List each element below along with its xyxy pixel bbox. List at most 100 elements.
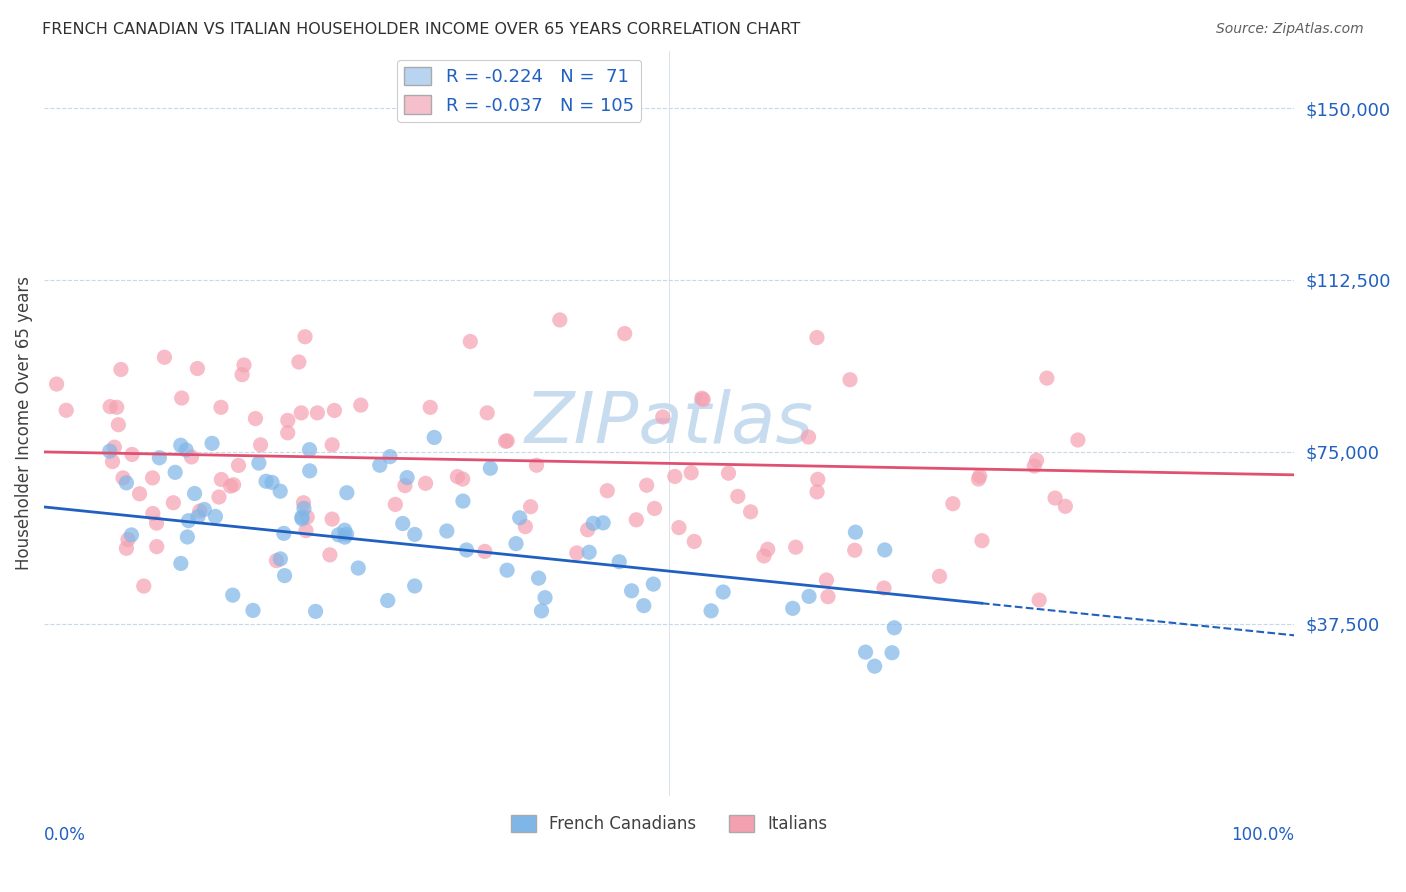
Italians <box>323 403 346 417</box>
Italians <box>209 401 232 415</box>
Text: ZIPatlas: ZIPatlas <box>524 389 814 458</box>
Italians <box>785 540 807 554</box>
French Canadians <box>183 486 205 500</box>
Italians <box>297 510 319 524</box>
French Canadians <box>797 590 820 604</box>
Italians <box>496 434 519 448</box>
Italians <box>222 477 245 491</box>
Italians <box>873 581 896 595</box>
Italians <box>249 438 271 452</box>
Italians <box>219 479 242 493</box>
Italians <box>515 519 537 533</box>
French Canadians <box>863 659 886 673</box>
Italians <box>277 413 299 427</box>
Italians <box>350 398 373 412</box>
Italians <box>967 472 990 486</box>
Italians <box>121 447 143 461</box>
Italians <box>752 549 775 563</box>
French Canadians <box>260 475 283 490</box>
French Canadians <box>711 585 734 599</box>
Italians <box>446 469 468 483</box>
French Canadians <box>607 555 630 569</box>
French Canadians <box>404 579 426 593</box>
Italians <box>292 496 315 510</box>
Text: 100.0%: 100.0% <box>1232 826 1295 844</box>
Italians <box>101 454 124 468</box>
French Canadians <box>509 510 531 524</box>
Italians <box>565 546 588 560</box>
Italians <box>111 471 134 485</box>
French Canadians <box>880 646 903 660</box>
Italians <box>651 409 673 424</box>
Italians <box>692 392 714 407</box>
French Canadians <box>436 524 458 538</box>
Italians <box>548 313 571 327</box>
Italians <box>170 391 193 405</box>
Italians <box>664 469 686 483</box>
French Canadians <box>254 475 277 489</box>
French Canadians <box>298 464 321 478</box>
Italians <box>817 590 839 604</box>
French Canadians <box>98 444 121 458</box>
French Canadians <box>291 510 314 524</box>
Italians <box>474 544 496 558</box>
French Canadians <box>336 527 359 541</box>
French Canadians <box>423 430 446 444</box>
French Canadians <box>496 563 519 577</box>
Italians <box>277 425 299 440</box>
Italians <box>419 401 441 415</box>
Italians <box>806 330 828 344</box>
Italians <box>815 573 838 587</box>
French Canadians <box>620 583 643 598</box>
Italians <box>288 355 311 369</box>
French Canadians <box>347 561 370 575</box>
French Canadians <box>304 604 326 618</box>
Italians <box>806 485 828 500</box>
French Canadians <box>269 484 291 499</box>
Italians <box>186 361 208 376</box>
French Canadians <box>222 588 245 602</box>
Italians <box>128 487 150 501</box>
Legend: French Canadians, Italians: French Canadians, Italians <box>503 808 835 839</box>
Italians <box>153 351 176 365</box>
Italians <box>162 496 184 510</box>
Italians <box>115 541 138 556</box>
French Canadians <box>883 621 905 635</box>
French Canadians <box>177 514 200 528</box>
Italians <box>727 489 749 503</box>
Italians <box>1024 458 1046 473</box>
Italians <box>105 401 128 415</box>
French Canadians <box>269 552 291 566</box>
Italians <box>208 490 231 504</box>
Italians <box>384 497 406 511</box>
French Canadians <box>242 603 264 617</box>
Italians <box>969 469 991 483</box>
French Canadians <box>170 438 193 452</box>
Italians <box>458 334 481 349</box>
French Canadians <box>479 461 502 475</box>
Italians <box>245 411 267 425</box>
Italians <box>1067 433 1090 447</box>
French Canadians <box>633 599 655 613</box>
French Canadians <box>201 436 224 450</box>
Italians <box>942 497 965 511</box>
French Canadians <box>377 593 399 607</box>
Italians <box>188 504 211 518</box>
Italians <box>1043 491 1066 505</box>
Italians <box>145 516 167 530</box>
Italians <box>117 533 139 547</box>
French Canadians <box>165 466 187 480</box>
Italians <box>683 534 706 549</box>
Italians <box>807 472 830 486</box>
Italians <box>839 373 862 387</box>
French Canadians <box>148 450 170 465</box>
Italians <box>394 478 416 492</box>
Italians <box>295 524 318 538</box>
Italians <box>613 326 636 341</box>
Italians <box>319 548 342 562</box>
Italians <box>55 403 77 417</box>
French Canadians <box>336 485 359 500</box>
Italians <box>209 473 232 487</box>
Italians <box>1054 500 1077 514</box>
French Canadians <box>396 470 419 484</box>
